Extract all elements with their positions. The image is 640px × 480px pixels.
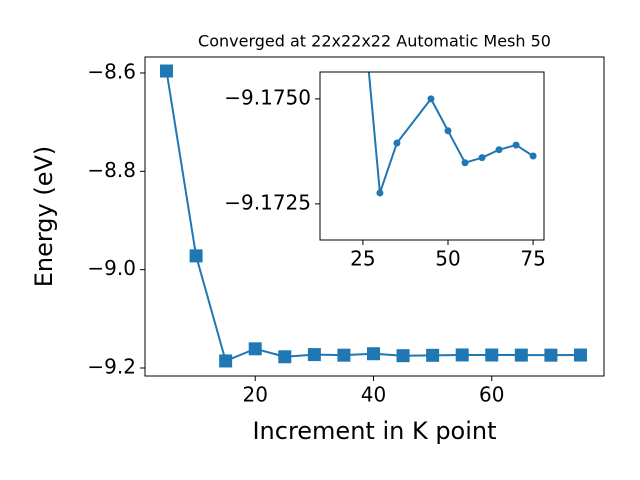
x-tick-label: 40 bbox=[361, 383, 386, 407]
marker bbox=[485, 348, 499, 362]
y-tick-label: −9.2 bbox=[87, 354, 136, 378]
marker bbox=[544, 348, 558, 362]
marker bbox=[278, 350, 292, 364]
marker bbox=[478, 154, 486, 162]
marker bbox=[248, 342, 262, 356]
x-axis-label: Increment in K point bbox=[252, 417, 496, 445]
marker bbox=[427, 95, 435, 103]
marker bbox=[307, 348, 321, 362]
y-tick-label: −8.8 bbox=[87, 158, 136, 182]
marker bbox=[160, 64, 174, 78]
plot-frame bbox=[144, 56, 605, 377]
marker bbox=[426, 348, 440, 362]
marker bbox=[393, 139, 401, 147]
x-tick-label: 75 bbox=[520, 247, 545, 271]
marker bbox=[514, 348, 528, 362]
x-tick-label: 60 bbox=[479, 383, 504, 407]
x-tick-label: 50 bbox=[435, 247, 460, 271]
x-tick-label: 20 bbox=[242, 383, 267, 407]
chart-title: Converged at 22x22x22 Automatic Mesh 50 bbox=[198, 32, 551, 51]
marker bbox=[461, 159, 469, 167]
y-tick-label: −9.0 bbox=[87, 256, 136, 280]
y-tick-label: −9.1750 bbox=[224, 85, 311, 109]
marker bbox=[219, 354, 233, 368]
marker bbox=[512, 141, 520, 149]
marker bbox=[337, 348, 351, 362]
marker bbox=[396, 349, 410, 363]
plot-frame bbox=[319, 71, 545, 241]
marker bbox=[455, 348, 469, 362]
marker bbox=[444, 127, 452, 135]
series-group bbox=[160, 64, 587, 368]
series-group bbox=[359, 3, 537, 197]
y-tick-label: −9.1725 bbox=[224, 190, 311, 214]
marker bbox=[529, 152, 537, 160]
x-tick-label: 25 bbox=[350, 247, 375, 271]
marker bbox=[359, 3, 366, 10]
marker bbox=[495, 146, 503, 154]
plot: 25 50 75 −9.1725 −9.1750 bbox=[224, 3, 546, 271]
marker bbox=[376, 189, 384, 197]
y-axis-label: Energy (eV) bbox=[30, 146, 58, 288]
marker bbox=[366, 347, 380, 361]
marker bbox=[573, 348, 587, 362]
series-line bbox=[367, 72, 534, 194]
marker bbox=[189, 249, 203, 263]
y-tick-label: −8.6 bbox=[87, 59, 136, 83]
